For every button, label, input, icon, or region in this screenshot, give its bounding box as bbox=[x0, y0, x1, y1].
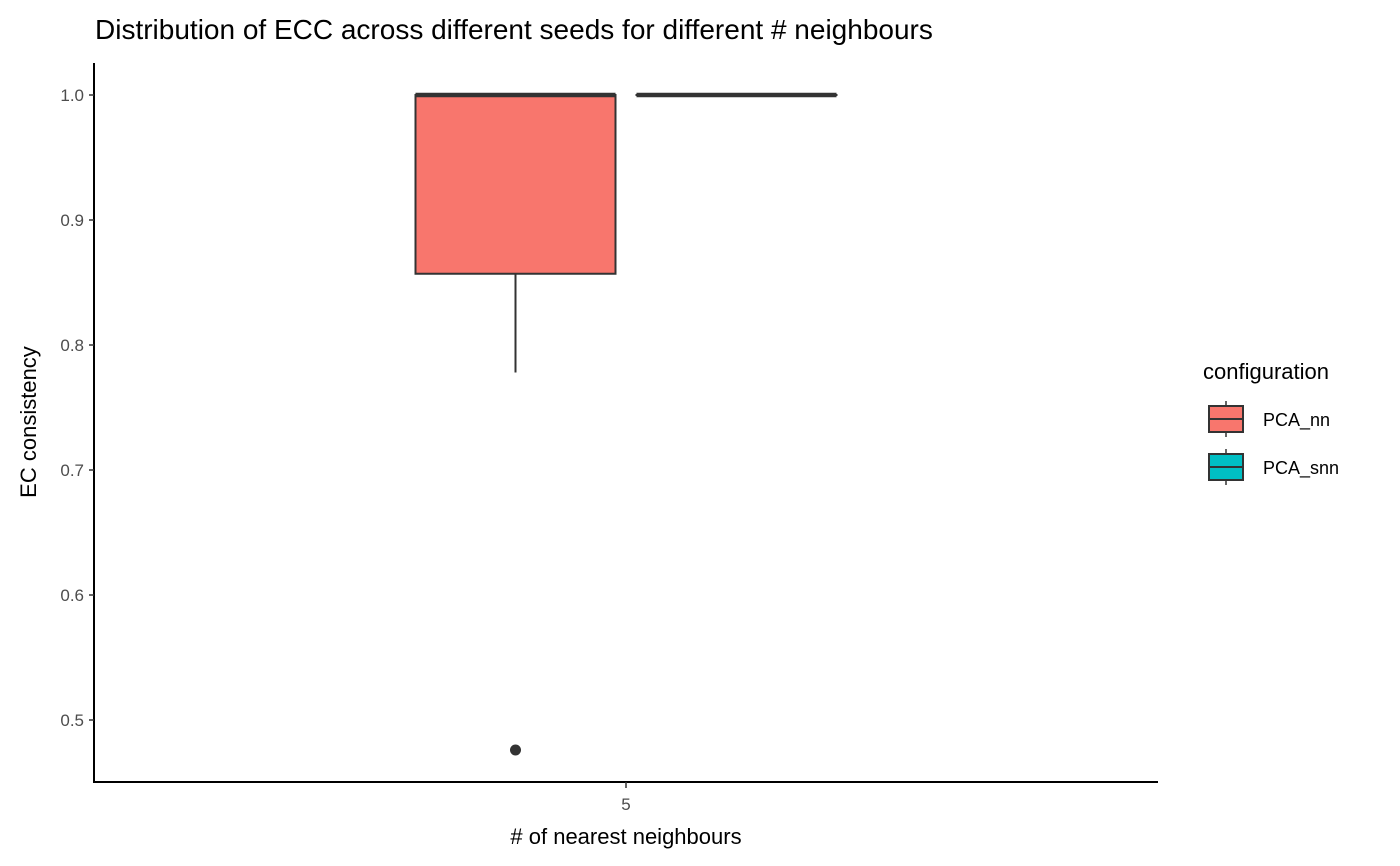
legend-title: configuration bbox=[1203, 359, 1329, 384]
y-tick-label: 0.6 bbox=[60, 586, 84, 605]
x-axis-title: # of nearest neighbours bbox=[510, 824, 741, 849]
legend-item-pca-nn: PCA_nn bbox=[1208, 401, 1330, 437]
y-tick-label: 0.9 bbox=[60, 211, 84, 230]
y-axis-title: EC consistency bbox=[16, 346, 41, 498]
y-axis-ticks: 0.5 0.6 0.7 0.8 0.9 1.0 bbox=[60, 86, 94, 730]
outlier-point bbox=[510, 744, 521, 756]
x-axis-ticks: 5 bbox=[621, 782, 631, 814]
legend-item-pca-snn: PCA_snn bbox=[1208, 449, 1339, 485]
iqr-box bbox=[414, 94, 617, 275]
chart-title: Distribution of ECC across different see… bbox=[95, 14, 933, 45]
legend: configuration PCA_nn PCA_snn bbox=[1203, 359, 1339, 485]
y-tick-label: 0.5 bbox=[60, 711, 84, 730]
y-tick-label: 1.0 bbox=[60, 86, 84, 105]
x-tick-label: 5 bbox=[621, 795, 630, 814]
plot-area bbox=[414, 92, 838, 756]
y-tick-label: 0.8 bbox=[60, 336, 84, 355]
y-tick-label: 0.7 bbox=[60, 461, 84, 480]
legend-label: PCA_nn bbox=[1263, 410, 1330, 431]
box-pca-nn bbox=[414, 92, 617, 756]
legend-label: PCA_snn bbox=[1263, 458, 1339, 479]
